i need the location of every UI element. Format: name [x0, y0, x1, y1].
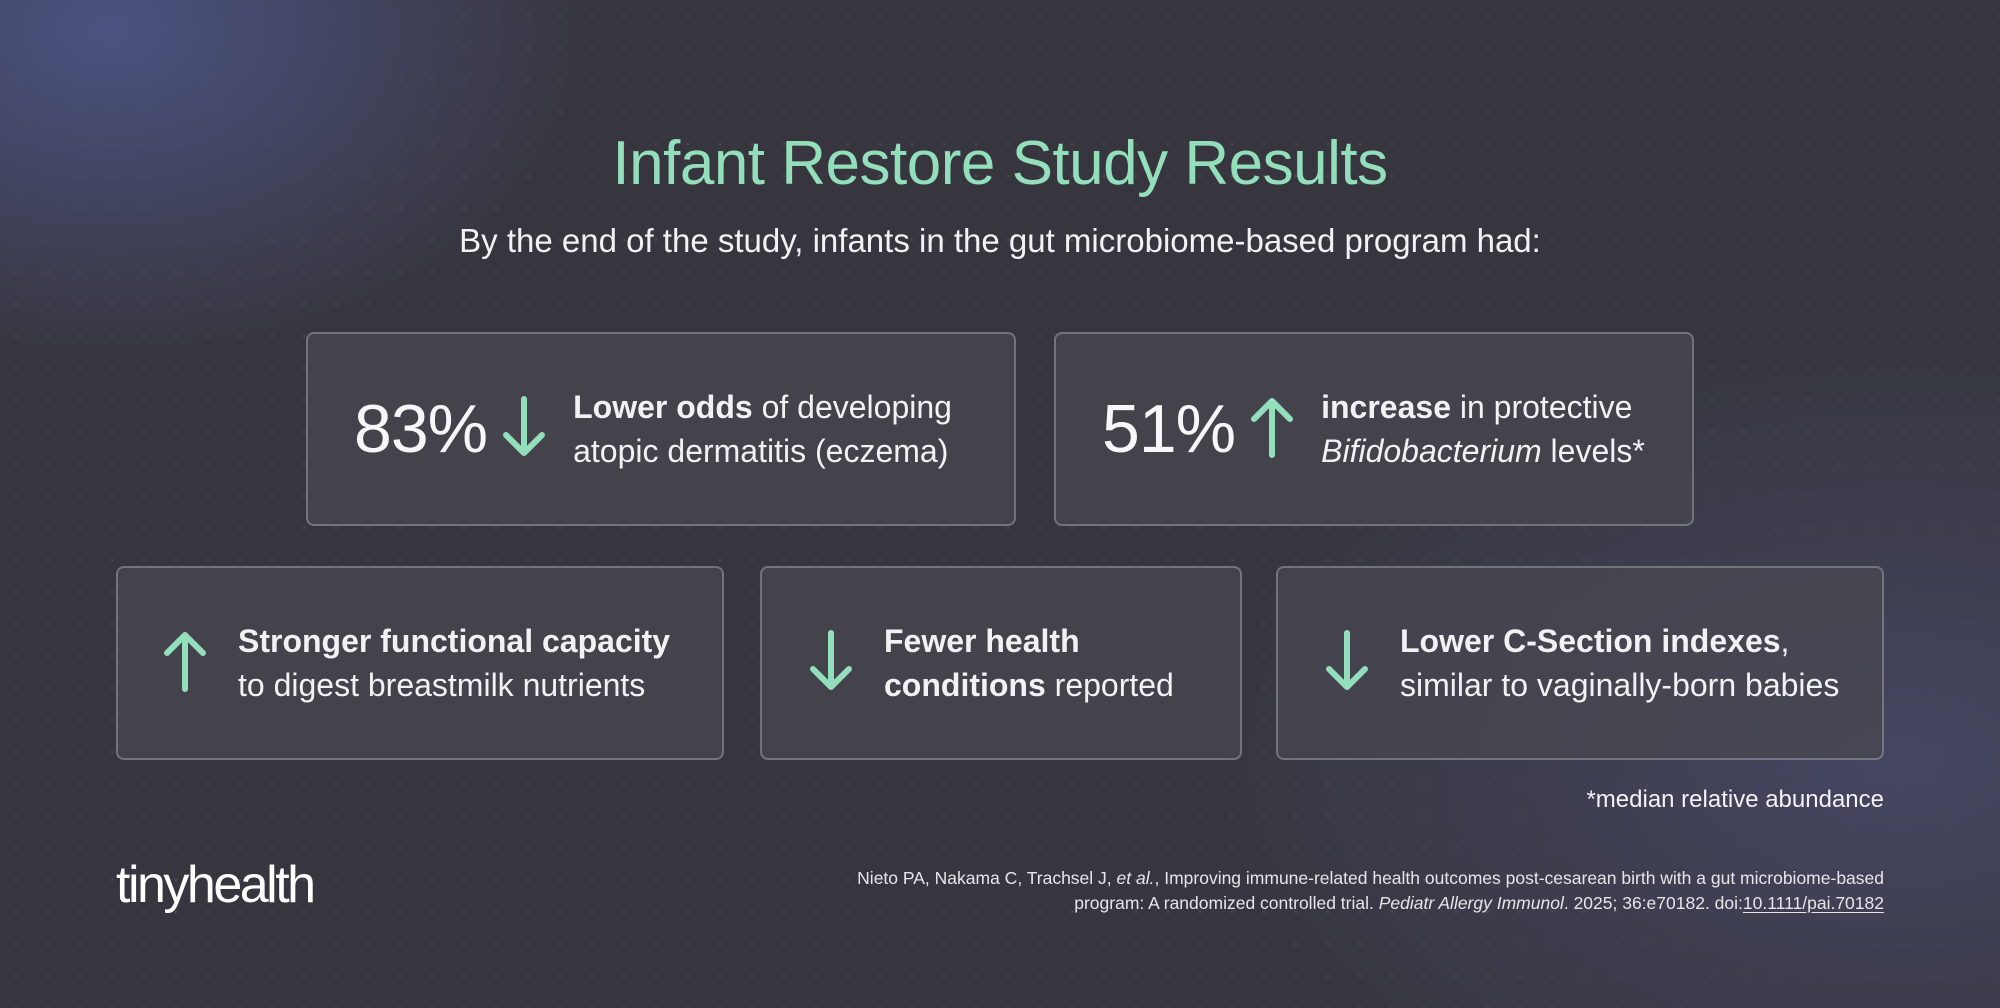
- description-text: levels*: [1541, 433, 1645, 469]
- citation-et-al: et al.: [1116, 868, 1155, 888]
- stat-card-eczema: 83% Lower odds of developing atopic derm…: [306, 332, 1016, 526]
- citation: Nieto PA, Nakama C, Trachsel J, et al., …: [784, 866, 1884, 916]
- description-line-2: similar to vaginally-born babies: [1400, 667, 1840, 703]
- description-text: of developing: [752, 389, 952, 425]
- stat-value: 51%: [1102, 391, 1236, 467]
- arrow-up-icon: [1249, 395, 1295, 464]
- highlight-text: conditions: [884, 667, 1046, 703]
- arrow-down-icon: [808, 629, 854, 698]
- stat-description: Fewer health conditions reported: [884, 619, 1174, 707]
- description-line-1: Fewer health: [884, 619, 1174, 663]
- citation-title: , Improving immune-related health outcom…: [1074, 868, 1884, 913]
- stat-description: increase in protective Bifidobacterium l…: [1321, 385, 1645, 473]
- highlight-text: Lower C-Section indexes: [1400, 623, 1781, 659]
- footnote: *median relative abundance: [1586, 786, 1884, 813]
- description-line-1: Lower odds of developing: [573, 385, 952, 429]
- description-line-2: to digest breastmilk nutrients: [238, 667, 646, 703]
- description-text: in protective: [1450, 389, 1633, 425]
- stat-card-health-conditions: Fewer health conditions reported: [760, 566, 1242, 760]
- description-text: ,: [1780, 623, 1790, 659]
- stat-value: 83%: [354, 391, 488, 467]
- tiny-health-logo: tinyhealth: [116, 856, 316, 914]
- highlight-text: Fewer health: [884, 623, 1080, 659]
- description-line-2: Bifidobacterium levels*: [1321, 429, 1645, 473]
- description-line-1: Lower C-Section indexes,: [1400, 619, 1839, 663]
- citation-journal: Pediatr Allergy Immunol: [1378, 893, 1564, 913]
- stat-description: Stronger functional capacity to digest b…: [238, 619, 670, 707]
- description-text: reported: [1045, 667, 1174, 703]
- citation-details: . 2025; 36:e70182. doi:: [1563, 893, 1743, 913]
- stat-description: Lower odds of developing atopic dermatit…: [573, 385, 952, 473]
- highlight-text: Stronger functional capacity: [238, 623, 671, 659]
- species-name: Bifidobacterium: [1321, 433, 1542, 469]
- description-line-1: increase in protective: [1321, 385, 1645, 429]
- arrow-up-icon: [162, 629, 208, 698]
- stat-description: Lower C-Section indexes, similar to vagi…: [1400, 619, 1839, 707]
- highlight-text: Lower odds: [573, 389, 753, 425]
- description-line-1: Stronger functional capacity: [238, 619, 670, 663]
- stat-card-c-section-indexes: Lower C-Section indexes, similar to vagi…: [1276, 566, 1884, 760]
- stat-card-functional-capacity: Stronger functional capacity to digest b…: [116, 566, 724, 760]
- highlight-text: increase: [1321, 389, 1451, 425]
- arrow-down-icon: [1324, 629, 1370, 698]
- page-subtitle: By the end of the study, infants in the …: [459, 222, 1541, 259]
- arrow-down-icon: [501, 395, 547, 464]
- description-line-2: conditions reported: [884, 663, 1174, 707]
- citation-authors: Nieto PA, Nakama C, Trachsel J,: [857, 868, 1117, 888]
- page-title: Infant Restore Study Results: [612, 129, 1388, 198]
- doi-link[interactable]: 10.1111/pai.70182: [1742, 893, 1884, 913]
- description-line-2: atopic dermatitis (eczema): [573, 433, 949, 469]
- stat-card-bifidobacterium: 51% increase in protective Bifidobacteri…: [1054, 332, 1694, 526]
